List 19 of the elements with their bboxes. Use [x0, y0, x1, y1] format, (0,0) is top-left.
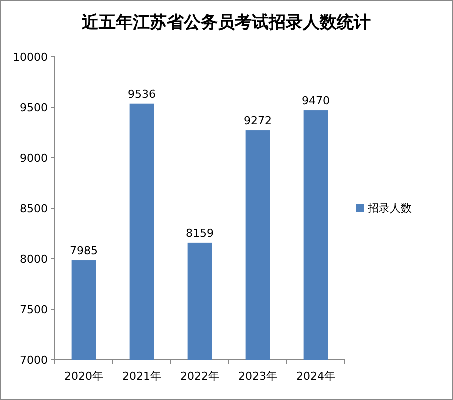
data-label: 9470: [302, 94, 330, 108]
y-tick-label: 8500: [20, 202, 48, 216]
y-tick-label: 9500: [20, 102, 48, 114]
chart-title: 近五年江苏省公务员考试招录人数统计: [81, 13, 371, 33]
legend-label: 招录人数: [367, 202, 412, 215]
y-tick-label: 8000: [20, 253, 48, 266]
x-tick-label: 2023年: [238, 370, 278, 383]
data-label: 7985: [70, 244, 98, 258]
y-tick-label: 10000: [13, 51, 48, 64]
x-tick-label: 2021年: [122, 370, 162, 383]
x-tick-label: 2022年: [180, 370, 220, 383]
data-label: 9272: [244, 114, 272, 128]
x-tick-label: 2020年: [64, 370, 104, 383]
data-label: 8159: [186, 226, 214, 240]
data-label: 9536: [128, 88, 156, 101]
y-tick-label: 7000: [20, 354, 48, 367]
y-tick-label: 7500: [20, 304, 48, 316]
y-tick-label: 9000: [20, 152, 48, 165]
x-tick-label: 2024年: [296, 370, 336, 383]
